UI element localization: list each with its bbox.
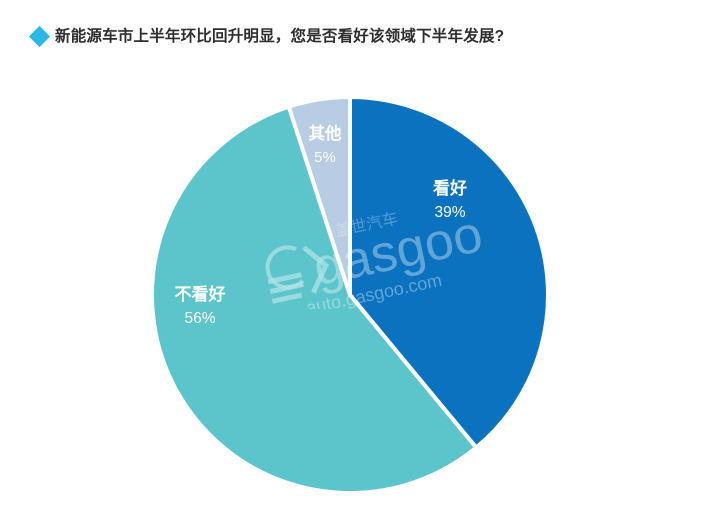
pie-slice-1[interactable] [150, 104, 479, 495]
diamond-icon [28, 25, 51, 48]
pie-chart: gasgoo auto.gasgoo.com 盖世汽车 看好 39% 不看好 5… [0, 74, 706, 514]
pie-chart-svg [150, 95, 550, 495]
pie-slice-2[interactable] [286, 95, 352, 297]
pie-slice-group [150, 95, 550, 495]
page-title: 新能源车市上半年环比回升明显，您是否看好该领域下半年发展? [55, 28, 505, 46]
chart-title-bar: 新能源车市上半年环比回升明显，您是否看好该领域下半年发展? [0, 0, 706, 74]
pie-slice-0[interactable] [348, 95, 550, 450]
